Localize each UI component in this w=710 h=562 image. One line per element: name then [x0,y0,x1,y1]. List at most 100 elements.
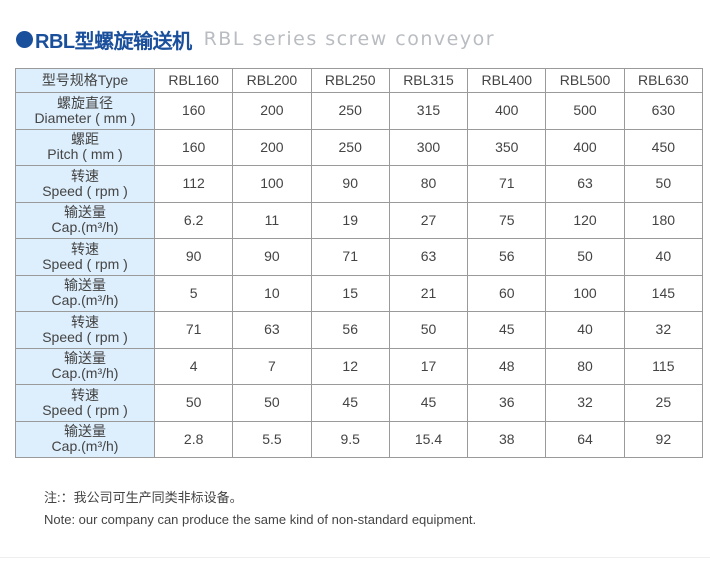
row-header: 转速 Speed ( rpm ) [15,238,155,276]
table-cell: 10 [232,274,312,312]
column-header: RBL250 [310,68,390,93]
table-cell: 75 [467,201,547,239]
table-cell: 100 [545,274,625,312]
column-header: RBL500 [545,68,625,93]
row-label-en: Cap.(m³/h) [51,219,119,236]
table-cell: 90 [153,238,234,276]
table-cell: 19 [310,201,390,239]
row-header: 输送量 Cap.(m³/h) [15,420,155,458]
table-cell: 250 [310,128,390,166]
table-cell: 60 [467,274,547,312]
table-cell: 12 [310,347,390,385]
column-header: 型号规格Type [15,68,155,93]
table-cell: 350 [467,128,547,166]
table-cell: 40 [545,311,625,349]
table-cell: 300 [388,128,469,166]
table-cell: 15.4 [388,420,469,458]
table-cell: 400 [467,92,547,130]
table-row: 转速 Speed ( rpm ) 71 63 56 50 45 40 32 [15,311,704,349]
table-cell: 4 [153,347,234,385]
divider [0,557,710,558]
row-header: 转速 Speed ( rpm ) [15,311,155,349]
table-cell: 115 [623,347,704,385]
table-cell: 48 [467,347,547,385]
row-header: 转速 Speed ( rpm ) [15,384,155,422]
table-cell: 36 [467,384,547,422]
table-cell: 45 [467,311,547,349]
table-cell: 50 [388,311,469,349]
table-cell: 71 [153,311,234,349]
table-cell: 71 [467,165,547,203]
table-cell: 27 [388,201,469,239]
row-label-en: Diameter ( mm ) [34,109,136,126]
note-cn: 注:：我公司可生产同类非标设备。 [44,490,243,505]
table-row: 转速 Speed ( rpm ) 50 50 45 45 36 32 25 [15,384,704,422]
table-header-row: 型号规格Type RBL160 RBL200 RBL250 RBL315 RBL400 RB… [15,68,704,93]
table-cell: 90 [232,238,312,276]
table-cell: 6.2 [153,201,234,239]
table-cell: 112 [153,165,234,203]
table-cell: 32 [545,384,625,422]
row-label-cn: 螺距 [71,131,99,148]
table-cell: 71 [310,238,390,276]
table-cell: 80 [545,347,625,385]
table-cell: 63 [388,238,469,276]
table-row: 转速 Speed ( rpm ) 90 90 71 63 56 50 40 [15,238,704,276]
table-cell: 100 [232,165,312,203]
row-label-cn: 输送量 [64,204,106,221]
title-en: RBL series screw conveyor [203,28,496,50]
row-label-cn: 输送量 [64,423,106,440]
table-cell: 50 [623,165,704,203]
table-cell: 45 [388,384,469,422]
table-cell: 5.5 [232,420,312,458]
row-label-cn: 转速 [71,386,99,403]
row-label-cn: 输送量 [64,277,106,294]
row-header: 转速 Speed ( rpm ) [15,165,155,203]
table-cell: 56 [310,311,390,349]
table-row: 螺旋直径 Diameter ( mm ) 160 200 250 315 400 500 630 [15,92,704,130]
row-label-en: Cap.(m³/h) [51,365,119,382]
column-header: RBL200 [232,68,312,93]
table-cell: 63 [232,311,312,349]
table-cell: 180 [623,201,704,239]
row-label-cn: 输送量 [64,350,106,367]
row-label-cn: 转速 [71,167,99,184]
row-label-cn: 螺旋直径 [57,94,113,111]
row-label-en: Speed ( rpm ) [42,328,128,345]
row-label-en: Speed ( rpm ) [42,401,128,418]
table-cell: 64 [545,420,625,458]
row-label-en: Cap.(m³/h) [51,438,119,455]
row-header: 螺距 Pitch ( mm ) [15,128,155,166]
column-header: RBL315 [388,68,469,93]
table-cell: 11 [232,201,312,239]
table-cell: 450 [623,128,704,166]
row-label-en: Speed ( rpm ) [42,255,128,272]
column-header: RBL400 [467,68,547,93]
table-cell: 200 [232,92,312,130]
page-title: RBL型螺旋输送机 RBL series screw conveyor [16,24,495,54]
table-cell: 63 [545,165,625,203]
table-cell: 160 [153,128,234,166]
title-cn: RBL型螺旋输送机 [35,30,192,53]
row-label-cn: 转速 [71,240,99,257]
table-cell: 15 [310,274,390,312]
table-cell: 90 [310,165,390,203]
table-cell: 25 [623,384,704,422]
table-cell: 50 [232,384,312,422]
column-header: RBL160 [153,68,234,93]
row-header: 输送量 Cap.(m³/h) [15,274,155,312]
bullet-dot-icon [16,30,33,48]
table-row: 输送量 Cap.(m³/h) 6.2 11 19 27 75 120 180 [15,201,704,239]
column-header: RBL630 [623,68,704,93]
table-cell: 500 [545,92,625,130]
table-cell: 45 [310,384,390,422]
table-cell: 38 [467,420,547,458]
table-row: 输送量 Cap.(m³/h) 4 7 12 17 48 80 115 [15,347,704,385]
table-cell: 400 [545,128,625,166]
table-cell: 2.8 [153,420,234,458]
table-cell: 17 [388,347,469,385]
table-cell: 7 [232,347,312,385]
row-header: 输送量 Cap.(m³/h) [15,201,155,239]
table-row: 输送量 Cap.(m³/h) 5 10 15 21 60 100 145 [15,274,704,312]
table-cell: 250 [310,92,390,130]
